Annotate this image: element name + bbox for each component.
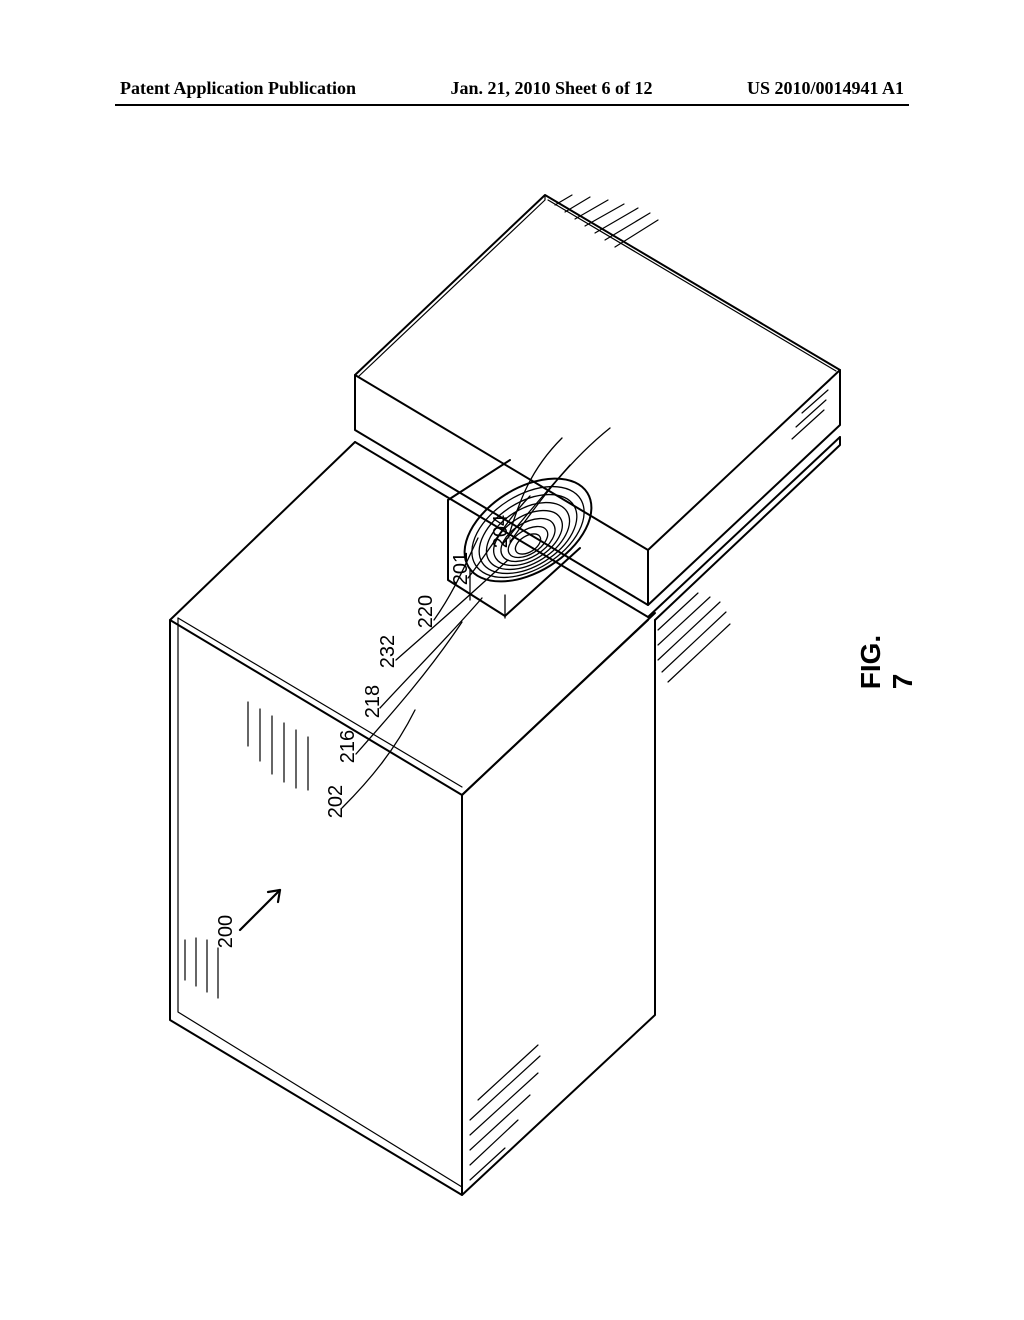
ref-201: 201 <box>450 552 473 585</box>
header-center: Jan. 21, 2010 Sheet 6 of 12 <box>451 78 653 99</box>
figure-7: 200 204 201 220 232 218 216 202 FIG. 7 <box>110 150 910 1210</box>
ref-216: 216 <box>337 730 360 763</box>
ref-232: 232 <box>377 635 400 668</box>
patent-drawing <box>110 150 910 1210</box>
header-rule <box>115 104 909 106</box>
ref-204: 204 <box>490 515 513 548</box>
page: Patent Application Publication Jan. 21, … <box>0 0 1024 1320</box>
page-header: Patent Application Publication Jan. 21, … <box>120 78 904 99</box>
figure-caption: FIG. 7 <box>855 635 919 689</box>
ref-218: 218 <box>362 685 385 718</box>
ref-202: 202 <box>325 785 348 818</box>
ref-200: 200 <box>215 915 238 948</box>
ref-220: 220 <box>415 595 438 628</box>
header-left: Patent Application Publication <box>120 78 356 99</box>
header-right: US 2010/0014941 A1 <box>747 78 904 99</box>
